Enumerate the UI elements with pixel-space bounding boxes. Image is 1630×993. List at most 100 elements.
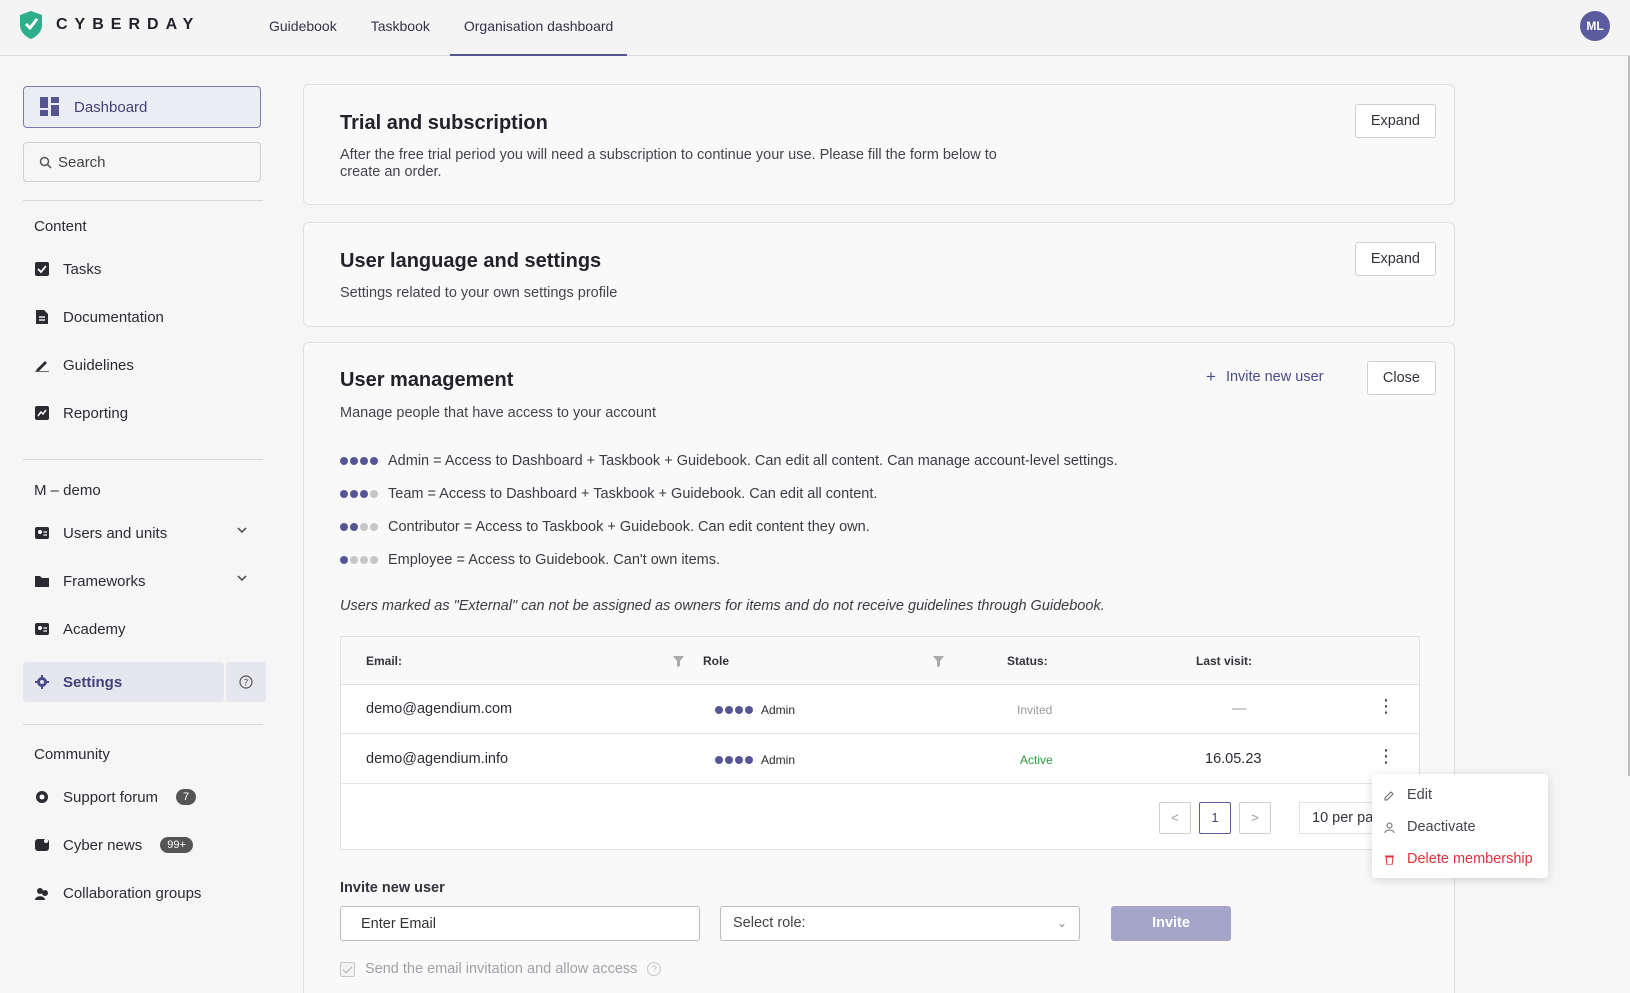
expand-button[interactable]: Expand	[1354, 242, 1436, 276]
status-badge: Invited	[1017, 703, 1053, 717]
invite-form-label: Invite new user	[340, 880, 445, 896]
external-users-note: Users marked as "External" can not be as…	[340, 598, 1105, 614]
document-icon	[36, 310, 48, 324]
edit-icon	[1384, 790, 1394, 800]
last-visit: 16.05.23	[1205, 751, 1262, 767]
user-avatar[interactable]: ML	[1580, 11, 1610, 41]
sidebar-item-settings[interactable]: Settings	[23, 662, 224, 702]
panel-title: User management	[340, 369, 514, 391]
nav-tab-organisation-dashboard[interactable]: Organisation dashboard	[449, 0, 628, 56]
more-options-icon[interactable]: ⋮	[1377, 746, 1395, 766]
role-description-text: Admin = Access to Dashboard + Taskbook +…	[388, 453, 1118, 469]
dashboard-label: Dashboard	[74, 98, 148, 116]
count-badge: 99+	[160, 837, 193, 853]
group-icon	[35, 888, 48, 900]
user-language-panel: User language and settings Settings rela…	[303, 222, 1455, 327]
user-management-panel: User management Manage people that have …	[303, 342, 1455, 993]
sidebar-item-label: Support forum	[63, 788, 159, 806]
menu-item-edit[interactable]: Edit	[1384, 787, 1432, 803]
folder-icon	[35, 576, 49, 587]
menu-item-label: Deactivate	[1407, 819, 1476, 835]
user-role: Admin	[715, 753, 795, 767]
role-description-admin: Admin = Access to Dashboard + Taskbook +…	[340, 453, 1118, 469]
page-scrollbar[interactable]	[1628, 56, 1630, 776]
sidebar-item-academy[interactable]: Academy	[23, 609, 263, 649]
nav-tab-guidebook[interactable]: Guidebook	[269, 18, 337, 34]
help-button[interactable]: ?	[226, 662, 266, 702]
user-role-label: Admin	[761, 703, 796, 717]
invite-button[interactable]: Invite	[1111, 906, 1231, 941]
sidebar-item-label: Academy	[63, 620, 126, 638]
next-page-button[interactable]: >	[1239, 802, 1271, 834]
role-description-employee: Employee = Access to Guidebook. Can't ow…	[340, 552, 720, 568]
count-badge: 7	[176, 789, 197, 805]
role-description-contributor: Contributor = Access to Taskbook + Guide…	[340, 519, 870, 535]
role-select-placeholder: Select role:	[733, 915, 806, 931]
role-select[interactable]: Select role: ⌄	[720, 906, 1080, 941]
dashboard-button[interactable]: Dashboard	[23, 86, 261, 128]
sidebar-item-guidelines[interactable]: Guidelines	[23, 345, 263, 385]
sidebar-item-label: Cyber news	[63, 836, 143, 854]
role-description-text: Team = Access to Dashboard + Taskbook + …	[388, 486, 878, 502]
row-context-menu: Edit Deactivate Delete membership	[1372, 774, 1548, 878]
panel-title: User language and settings	[340, 250, 602, 272]
sidebar-item-frameworks[interactable]: Frameworks	[23, 561, 263, 601]
filter-icon[interactable]	[933, 656, 944, 667]
top-bar: CYBERDAY Guidebook Taskbook Organisation…	[0, 0, 1630, 56]
menu-item-label: Delete membership	[1407, 851, 1533, 867]
invite-new-user-link[interactable]: + Invite new user	[1206, 367, 1323, 387]
page-number-button[interactable]: 1	[1199, 802, 1231, 834]
search-icon	[39, 156, 52, 169]
sidebar-item-support-forum[interactable]: Support forum 7	[23, 777, 263, 817]
gear-icon	[35, 675, 49, 689]
dashboard-icon	[40, 97, 59, 116]
more-options-icon[interactable]: ⋮	[1377, 696, 1395, 716]
sidebar-search-input[interactable]: Search	[23, 142, 261, 182]
sidebar-item-users-and-units[interactable]: Users and units	[23, 513, 263, 553]
role-description-team: Team = Access to Dashboard + Taskbook + …	[340, 486, 877, 502]
cyberday-logo[interactable]: CYBERDAY	[18, 10, 200, 40]
help-icon: ?	[239, 675, 253, 689]
user-role: Admin	[715, 703, 795, 717]
help-icon[interactable]: ?	[647, 962, 662, 976]
role-level-dots	[340, 556, 378, 564]
nav-tab-taskbook[interactable]: Taskbook	[370, 18, 430, 34]
users-table: Email: Role Status: Last visit: demo@age…	[340, 636, 1420, 850]
sidebar-item-tasks[interactable]: Tasks	[23, 249, 263, 289]
role-level-dots	[715, 706, 753, 714]
column-header-status[interactable]: Status:	[1007, 654, 1048, 668]
role-description-text: Employee = Access to Guidebook. Can't ow…	[388, 552, 721, 568]
table-row[interactable]: demo@agendium.com Admin Invited — ⋮	[341, 685, 1419, 734]
role-level-dots	[340, 490, 378, 498]
sidebar-item-reporting[interactable]: Reporting	[23, 393, 263, 433]
user-email: demo@agendium.info	[366, 751, 509, 767]
status-badge: Active	[1020, 753, 1053, 767]
sidebar-item-cyber-news[interactable]: Cyber news 99+	[23, 825, 263, 865]
chevron-down-icon[interactable]	[237, 573, 247, 583]
prev-page-button[interactable]: <	[1159, 802, 1191, 834]
menu-item-delete-membership[interactable]: Delete membership	[1384, 851, 1533, 867]
chevron-down-icon[interactable]	[237, 525, 247, 535]
sidebar-item-documentation[interactable]: Documentation	[23, 297, 263, 337]
table-row[interactable]: demo@agendium.info Admin Active 16.05.23…	[341, 735, 1419, 784]
column-header-email[interactable]: Email:	[366, 654, 403, 668]
forum-icon	[36, 791, 48, 803]
menu-item-deactivate[interactable]: Deactivate	[1384, 819, 1476, 835]
user-icon	[1384, 822, 1395, 833]
sidebar-item-collaboration-groups[interactable]: Collaboration groups	[23, 873, 263, 913]
send-invitation-label: Send the email invitation and allow acce…	[365, 961, 638, 977]
expand-button[interactable]: Expand	[1354, 104, 1436, 138]
column-header-last-visit[interactable]: Last visit:	[1196, 654, 1253, 668]
send-invitation-checkbox[interactable]	[340, 961, 355, 977]
sidebar-divider	[23, 200, 263, 201]
column-header-role[interactable]: Role	[703, 654, 730, 668]
invite-email-input[interactable]	[340, 906, 700, 941]
table-header: Email: Role Status: Last visit:	[341, 637, 1419, 685]
sidebar-item-label: Documentation	[63, 308, 164, 326]
sidebar-item-label: Tasks	[63, 260, 102, 278]
filter-icon[interactable]	[673, 656, 684, 667]
close-button[interactable]: Close	[1366, 361, 1436, 395]
panel-description: Settings related to your own settings pr…	[340, 285, 618, 301]
plus-icon: +	[1206, 367, 1216, 386]
panel-title: Trial and subscription	[340, 112, 548, 134]
